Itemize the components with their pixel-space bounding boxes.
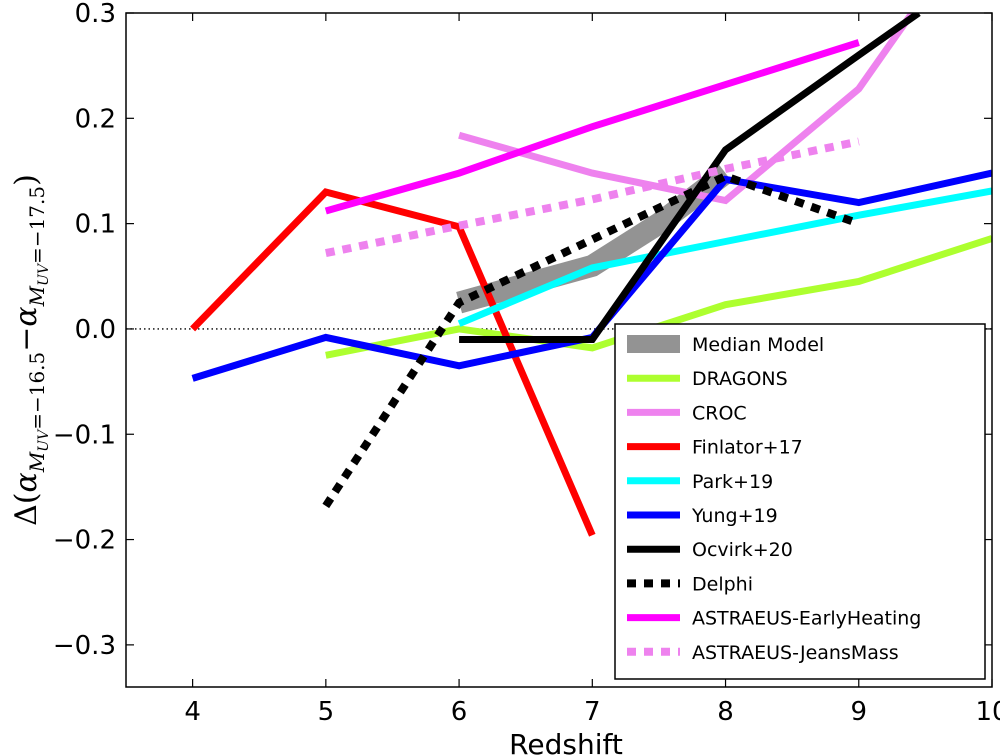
legend-label-delphi: Delphi [692,573,753,595]
ylabel-sub-val-1: =−16.5 [25,352,49,430]
ylabel-alpha-1: α [9,472,44,492]
series-line-astraeus-earlyheating [324,39,860,215]
x-tick-label: 10 [975,697,1000,727]
series-line-park-19 [457,187,992,327]
x-tick-label: 8 [717,697,734,727]
ylabel-sub-m-1: M [25,451,49,473]
ylabel-delta: Δ( [9,492,44,525]
y-tick-label: −0.1 [53,420,116,450]
svg-text:Δ(αMUV=−16.5−αMUV=−17.5): Δ(αMUV=−16.5−αMUV=−17.5) [9,174,52,526]
series-line-croc [458,13,915,205]
series-line-delphi [322,171,861,509]
x-tick-label: 7 [584,697,601,727]
plot-frame [125,12,993,688]
legend: Median Model DRAGONS CROC Finlator+17 Park+1… [614,323,986,680]
ylabel-sub-uv-1: UV [36,428,52,452]
legend-label-median-model: Median Model [692,334,824,356]
legend-label-yung-19: Yung+19 [691,505,778,527]
legend-label-dragons: DRAGONS [692,368,788,390]
legend-label-astraeus-jeansmass: ASTRAEUS-JeansMass [692,642,899,664]
x-axis-label: Redshift [509,728,623,755]
y-tick-label: −0.3 [53,631,116,661]
series-line-ocvirk-20 [459,13,921,343]
legend-label-ocvirk-20: Ocvirk+20 [692,539,793,561]
series-line-astraeus-jeansmass [324,137,860,258]
x-tick-label: 9 [850,697,867,727]
series-line-finlator-17 [190,188,596,537]
y-tick-label: −0.2 [53,526,116,556]
y-tick-label: 0.2 [75,104,116,134]
legend-label-croc: CROC [692,402,747,424]
y-axis-label: Δ(αMUV=−16.5−αMUV=−17.5) [9,174,52,526]
y-tick-label: 0.3 [75,0,116,29]
ylabel-sub-uv-2: UV [36,262,52,286]
x-tick-label: 4 [184,697,201,727]
legend-label-finlator-17: Finlator+17 [692,437,803,459]
ylabel-close: ) [9,174,44,186]
x-tick-label: 6 [451,697,468,727]
ylabel-minus: − [9,327,44,352]
y-tick-label: 0.1 [75,210,116,240]
legend-label-park-19: Park+19 [692,471,773,493]
ylabel-sub-val-2: =−17.5 [25,186,49,264]
ylabel-sub-m-2: M [25,285,49,307]
tick-layer: 4 5 6 7 8 9 10 −0.3 −0.2 −0.1 0.0 0.1 0.2 0.3 [53,0,1000,727]
legend-label-astraeus-earlyheating: ASTRAEUS-EarlyHeating [692,608,921,630]
ylabel-alpha-2: α [9,306,44,326]
y-tick-label: 0.0 [75,315,116,345]
x-tick-label: 5 [318,697,335,727]
